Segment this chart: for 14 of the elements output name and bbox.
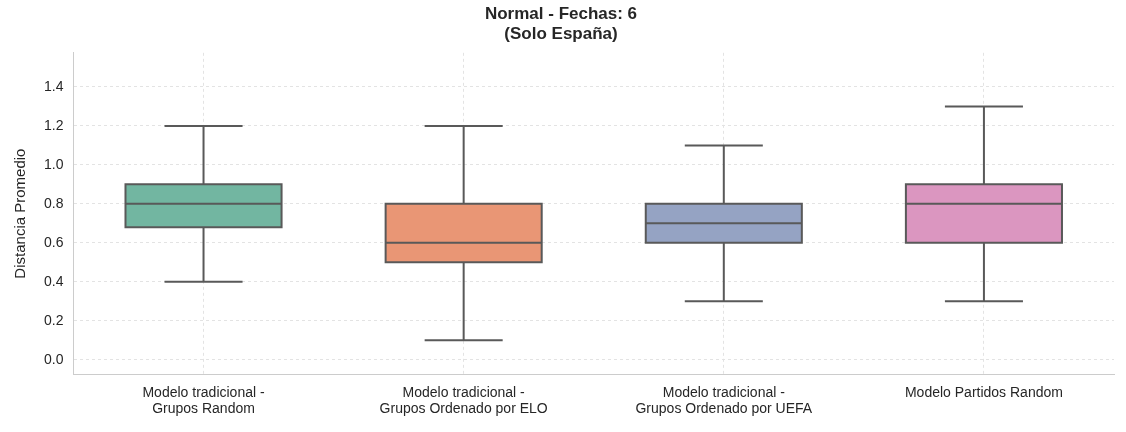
x-tick-label: Modelo Partidos Random [904, 383, 1063, 400]
y-tick-label: 0.2 [43, 311, 64, 328]
x-tick-label: Modelo tradicional - Grupos Ordenado por UEFA [635, 383, 813, 417]
y-tick-label: 1.2 [43, 116, 64, 133]
y-tick-label: 0.4 [43, 272, 64, 289]
chart-title: Normal - Fechas: 6 (Solo España) [484, 3, 638, 44]
x-tick-label: Modelo tradicional - Grupos Random [142, 383, 265, 417]
y-axis-title: Distancia Promedio [11, 148, 29, 279]
x-tick-label: Modelo tradicional - Grupos Ordenado por ELO [379, 383, 548, 417]
y-tick-label: 0.6 [43, 233, 64, 250]
y-tick-label: 1.0 [43, 155, 64, 172]
y-tick-label: 1.4 [43, 77, 64, 94]
y-tick-label: 0.8 [43, 194, 64, 211]
y-tick-label: 0.0 [43, 350, 64, 367]
